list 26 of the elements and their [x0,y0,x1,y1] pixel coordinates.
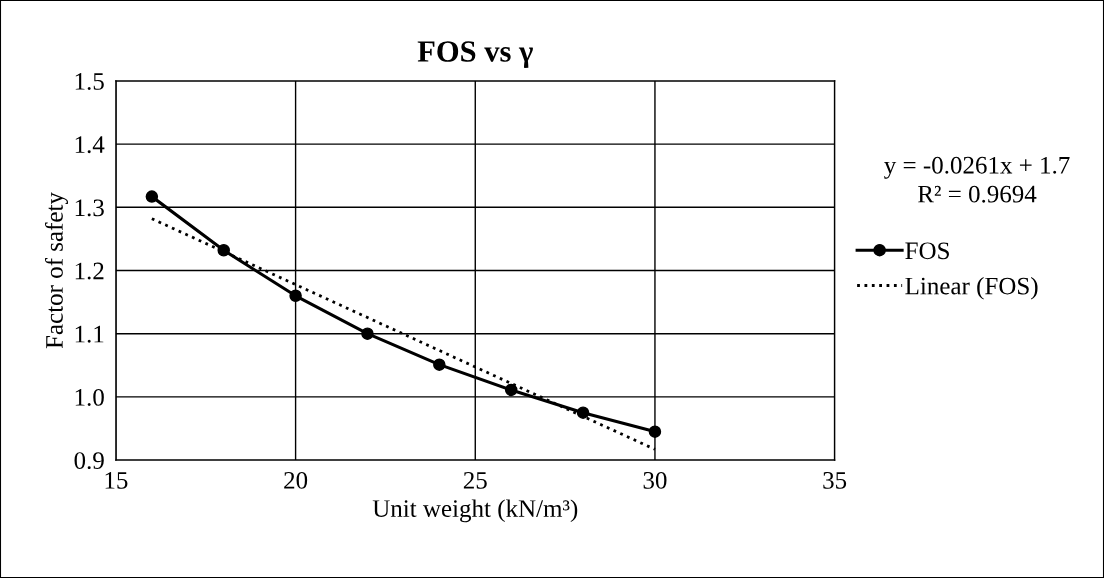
point [648,425,662,438]
x-axis-title: Unit weight (kN/m³) [372,499,578,523]
text: R² = 0.9694 [918,185,1037,203]
y-tick-label: 1.1 [75,325,104,343]
point [504,383,518,397]
y-tick-label: 1.5 [75,73,104,90]
point [145,190,159,203]
y-tick-label: 0.9 [74,452,104,470]
point [576,406,590,419]
x-tick-label: 35 [823,471,847,489]
x-tick-label: 25 [463,471,487,489]
y-tick-label: 1.2 [75,262,104,280]
legend-label: Linear (FOS) [905,276,1038,300]
point [361,327,374,340]
point [433,358,446,371]
y-tick-label: 1.4 [75,136,105,154]
x-tick-label: 20 [284,471,308,489]
chart-title: FOS vs γ [417,41,533,68]
legend-label: FOS [905,242,949,260]
x-tick-label: 15 [105,472,128,489]
point [289,289,302,303]
text: y = -0.0261x + 1.7 [884,156,1070,179]
y-tick-label: 1.0 [75,388,104,406]
y-axis-title: Factor of safety [45,192,68,349]
y-tick-label: 1.3 [75,199,104,217]
x-tick-label: 30 [643,471,667,489]
